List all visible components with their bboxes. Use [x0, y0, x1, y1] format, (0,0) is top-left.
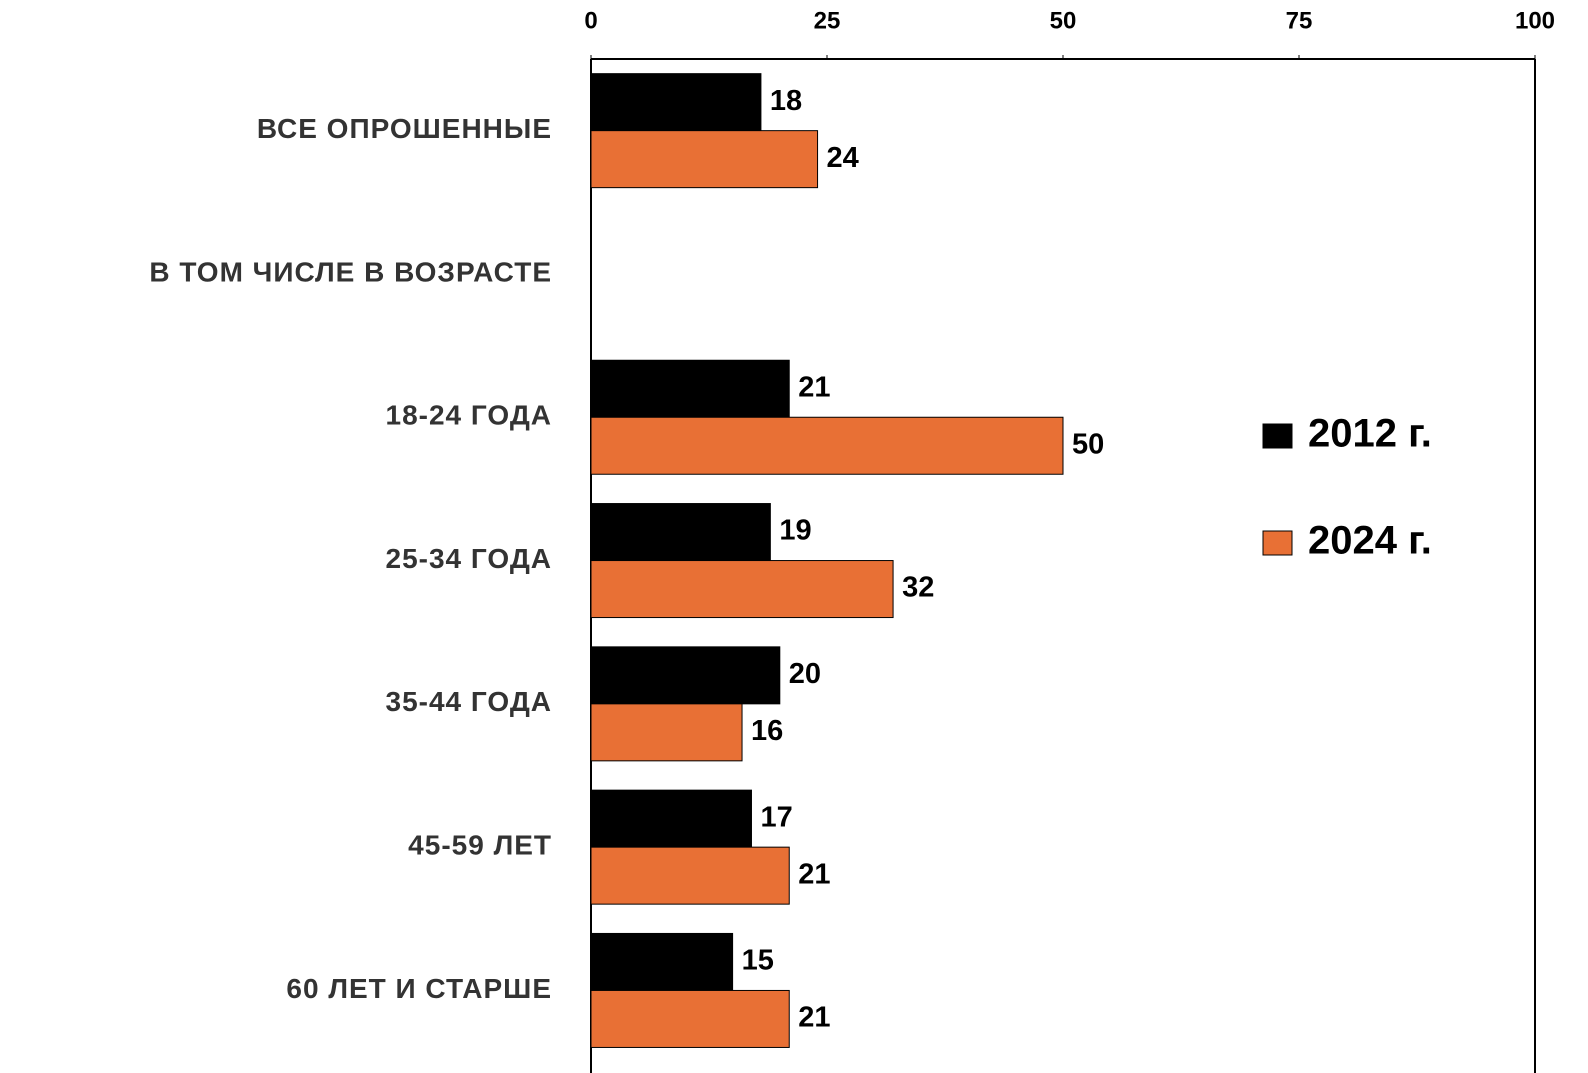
value-label: 18 — [770, 85, 802, 117]
value-label: 21 — [798, 858, 830, 890]
value-label: 19 — [779, 515, 811, 547]
legend-swatch — [1262, 423, 1293, 449]
legend-swatch — [1262, 530, 1293, 556]
bar — [590, 846, 790, 905]
value-label: 21 — [798, 371, 830, 403]
bar — [590, 503, 771, 562]
value-label: 50 — [1072, 428, 1104, 460]
x-tick-label: 100 — [1515, 7, 1555, 34]
category-label: 18-24 ГОДА — [386, 400, 552, 431]
bar — [590, 989, 790, 1048]
category-label: 45-59 ЛЕТ — [408, 830, 552, 861]
legend-label: 2024 г. — [1308, 519, 1432, 563]
bar — [590, 560, 894, 619]
category-label: В ТОМ ЧИСЛЕ В ВОЗРАСТЕ — [149, 256, 552, 287]
value-label: 15 — [742, 945, 774, 977]
value-label: 32 — [902, 572, 934, 604]
category-label: 35-44 ГОДА — [386, 686, 552, 717]
value-label: 17 — [760, 801, 792, 833]
x-tick-label: 25 — [814, 7, 841, 34]
legend-label: 2012 г. — [1308, 412, 1432, 456]
bar — [590, 932, 734, 991]
bar — [590, 646, 781, 705]
value-label: 21 — [798, 1002, 830, 1034]
category-label: 25-34 ГОДА — [386, 543, 552, 574]
bar — [590, 416, 1064, 475]
bar — [590, 130, 819, 189]
value-label: 16 — [751, 715, 783, 747]
x-tick-label: 75 — [1286, 7, 1313, 34]
bar — [590, 73, 762, 132]
value-label: 20 — [789, 658, 821, 690]
value-label: 24 — [827, 142, 859, 174]
x-tick-label: 0 — [584, 7, 597, 34]
category-label: ВСЕ ОПРОШЕННЫЕ — [257, 113, 552, 144]
category-label: 60 ЛЕТ И СТАРШЕ — [286, 973, 552, 1004]
bar — [590, 359, 790, 418]
x-tick-label: 50 — [1050, 7, 1077, 34]
bar — [590, 789, 752, 848]
bar — [590, 703, 743, 762]
